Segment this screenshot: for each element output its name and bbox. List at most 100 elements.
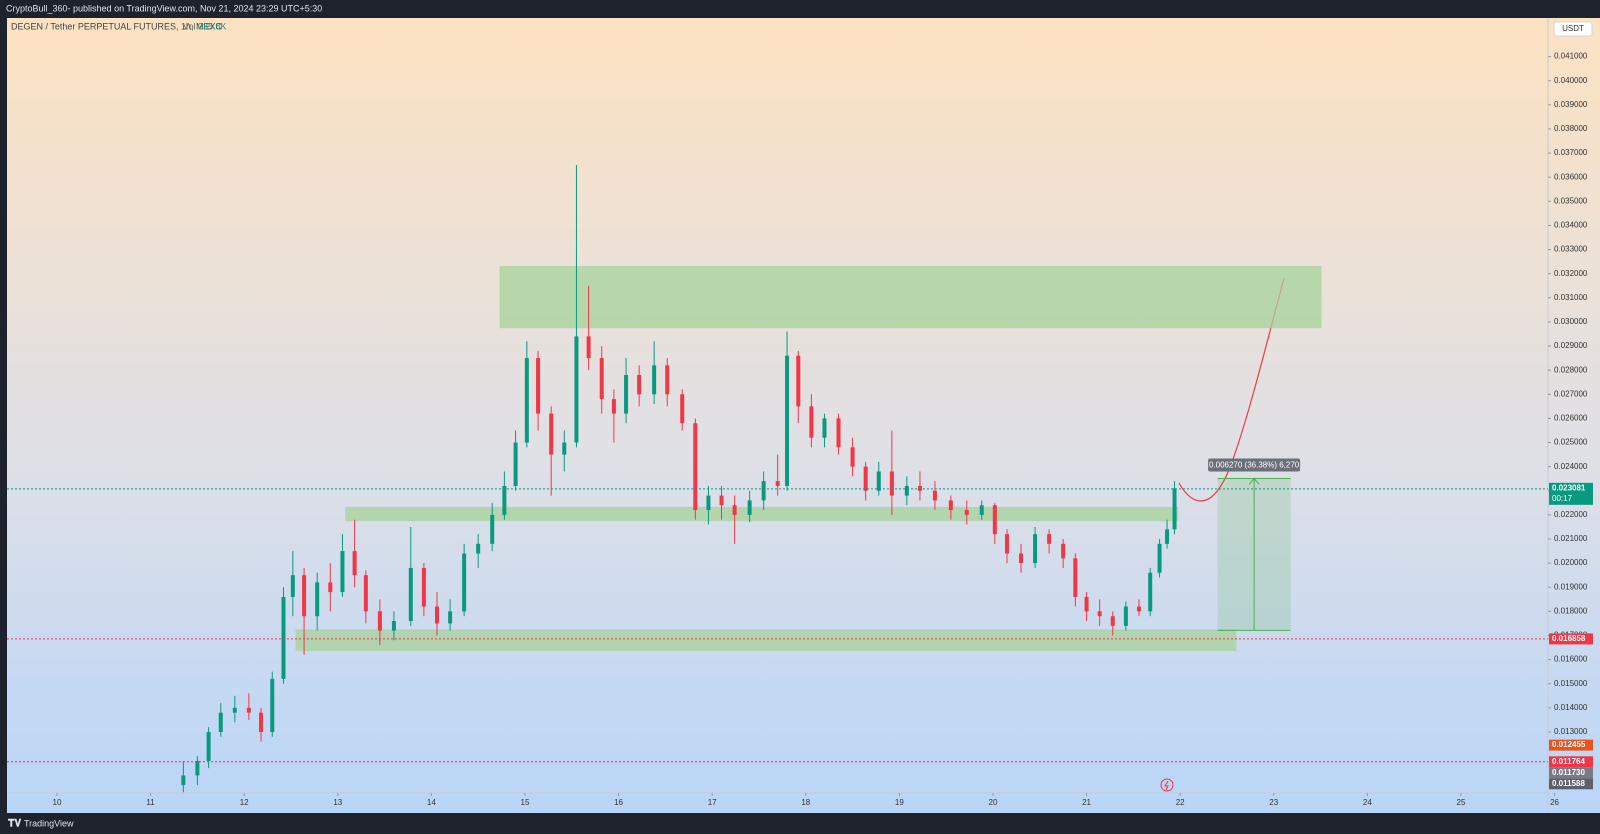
price-tag-label: 0.023081 [1552,483,1586,492]
y-tick-label: 0.015000 [1554,679,1588,688]
candle-body [259,712,264,732]
candle-body [964,510,969,515]
candle-body [785,355,790,486]
candle-body [340,551,345,593]
candle-body [513,442,518,486]
candle-body [747,500,752,515]
event-icon[interactable] [1160,778,1174,792]
x-tick-label: 20 [989,798,998,807]
candle-body [611,399,616,414]
price-tag-label: 0.011730 [1552,768,1585,777]
y-tick-label: 0.031000 [1554,293,1588,302]
candle-body [232,707,237,713]
candle-body [476,543,481,554]
candle-body [206,731,211,761]
y-tick-label: 0.032000 [1554,269,1588,278]
candle-body [809,406,814,438]
currency-box[interactable] [1553,21,1593,37]
candle-body [315,582,320,617]
candle-body [637,374,642,395]
candle-body [290,575,295,597]
candle-body [1136,606,1141,612]
candle-body [448,611,453,624]
price-tag [1549,739,1593,751]
candle-body [948,500,953,511]
candle-body [1157,543,1162,573]
candle-body [863,466,868,491]
candle-body [796,355,801,407]
candle-body [732,505,737,515]
candle-body [761,481,766,501]
candle-body [195,760,200,776]
x-tick-label: 11 [146,798,155,807]
volume-value: 335.8K [198,21,227,31]
candle-body [719,495,724,506]
plot-background [7,18,1600,813]
candle-body [979,505,984,515]
y-tick-label: 0.018000 [1554,606,1588,615]
candle-body [1172,488,1177,530]
price-tag-label: 0.011764 [1552,757,1585,766]
price-tag-label: 0.016858 [1552,634,1586,643]
plot: 0.0130000.0140000.0150000.0160000.017000… [7,52,1593,807]
candle-body [889,471,894,496]
candle-body [574,336,579,443]
price-tag [1549,482,1593,505]
x-tick-label: 22 [1176,798,1185,807]
zone [499,265,1322,329]
candle-body [549,413,554,455]
candle-body [421,567,426,607]
candle-body [1148,572,1153,612]
candle-body [1005,534,1010,554]
candle-body [850,447,855,467]
candle-body [586,336,591,359]
x-tick-label: 15 [521,798,530,807]
x-tick-label: 25 [1457,798,1466,807]
candle-body [1033,534,1038,564]
candle-body [876,471,881,491]
price-tag-countdown: 00:17 [1552,494,1573,503]
y-tick-label: 0.013000 [1554,727,1588,736]
candle-body [1123,606,1128,626]
x-tick-label: 19 [895,798,904,807]
x-tick-label: 21 [1082,798,1091,807]
y-tick-label: 0.036000 [1554,172,1588,181]
y-tick-label: 0.030000 [1554,317,1588,326]
candle-body [536,358,541,414]
candle-body [706,495,711,511]
y-tick-label: 0.019000 [1554,582,1588,591]
y-tick-label: 0.020000 [1554,558,1588,567]
candle-body [1084,596,1089,612]
candle-body [490,514,495,544]
zone [345,506,1179,522]
candle-body [1073,558,1078,597]
y-tick-label: 0.041000 [1554,52,1588,61]
price-tag-label: 0.012455 [1552,740,1586,749]
candle-body [408,567,413,622]
chart-title: DEGEN / Tether PERPETUAL FUTURES, 1h, ME… [11,21,223,31]
candle-body [328,582,333,593]
candle-body [562,442,567,455]
candle-body [932,490,937,501]
candle-body [524,358,529,443]
candle-body [363,575,368,612]
candle-body [302,575,307,617]
candle-body [462,553,467,612]
y-tick-label: 0.037000 [1554,148,1588,157]
brand-logo: 𝐓𝐕 [8,818,21,830]
candle-body [1110,616,1115,626]
y-tick-label: 0.029000 [1554,341,1588,350]
price-tag [1549,756,1593,768]
y-tick-label: 0.022000 [1554,510,1588,519]
header: CryptoBull_360- published on TradingView… [6,3,322,13]
y-tick-label: 0.014000 [1554,703,1588,712]
y-tick-label: 0.040000 [1554,76,1588,85]
y-tick-label: 0.021000 [1554,534,1588,543]
candle-body [1019,553,1024,564]
currency[interactable]: USDT [1562,24,1584,33]
measure-label-box [1208,458,1301,472]
candle-body [836,418,841,448]
candle-body [652,365,657,395]
candle-body [1165,529,1170,544]
brand: TradingView [24,818,74,828]
